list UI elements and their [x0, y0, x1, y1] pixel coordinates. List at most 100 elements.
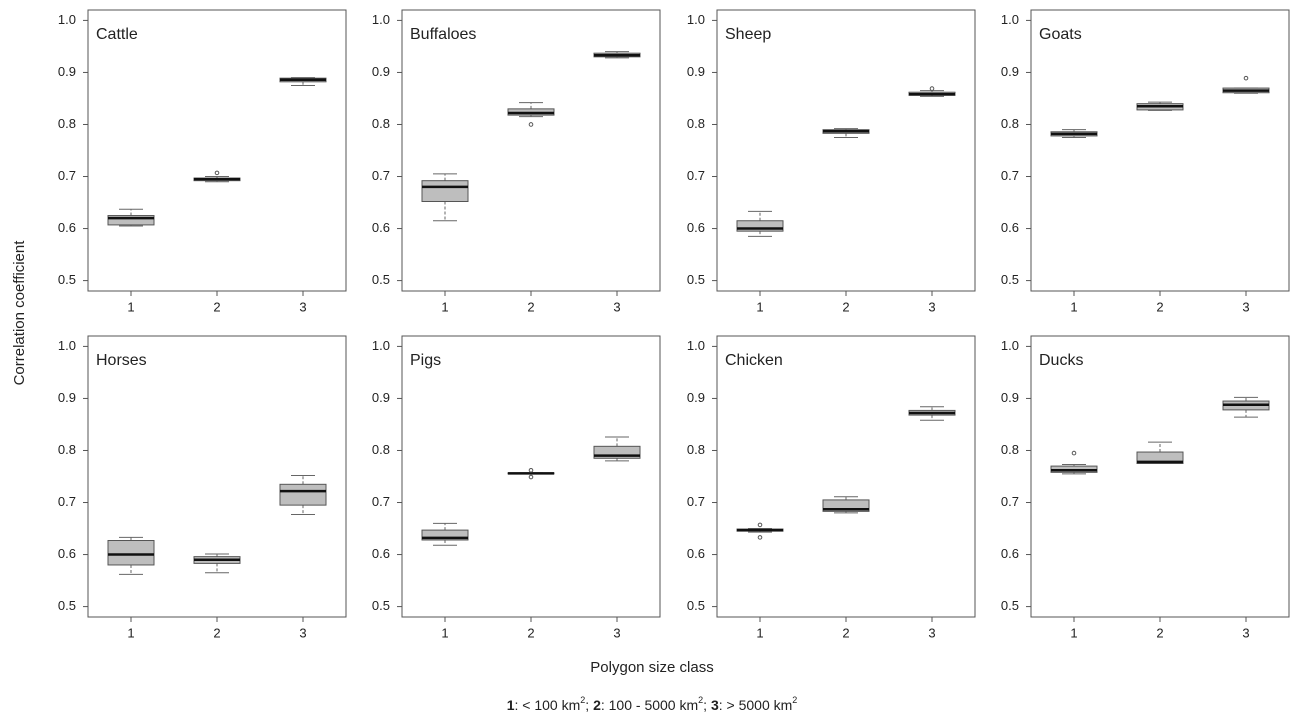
y-tick-label: 0.6	[1001, 220, 1019, 235]
outlier	[528, 467, 534, 473]
y-tick-label: 0.5	[372, 598, 390, 613]
y-tick-label: 0.8	[1001, 442, 1019, 457]
y-tick-label: 0.6	[372, 220, 390, 235]
panel-frame	[87, 335, 347, 618]
panel-frame	[401, 335, 661, 618]
panel-title: Ducks	[1039, 352, 1083, 369]
outlier	[528, 474, 534, 480]
x-tick-label: 1	[441, 299, 448, 314]
y-tick-label: 0.9	[687, 64, 705, 79]
y-tick-label: 0.8	[372, 116, 390, 131]
y-tick-label: 0.9	[687, 390, 705, 405]
footnote-sup: 2	[698, 695, 703, 705]
panel-frame	[87, 9, 347, 292]
y-tick-label: 0.7	[58, 168, 76, 183]
y-tick-label: 0.7	[58, 494, 76, 509]
y-tick-label: 0.6	[372, 546, 390, 561]
box	[822, 499, 870, 512]
box	[593, 445, 641, 459]
y-tick-label: 0.5	[58, 272, 76, 287]
outlier	[528, 122, 534, 127]
y-tick-label: 0.7	[372, 494, 390, 509]
footnote-text: : 100 - 5000 km	[601, 697, 698, 713]
panel-title: Chicken	[725, 352, 783, 369]
y-tick-label: 1.0	[687, 338, 705, 353]
y-tick-label: 0.7	[1001, 494, 1019, 509]
panel-frame	[1030, 9, 1290, 292]
y-tick-label: 0.9	[1001, 390, 1019, 405]
y-tick-label: 0.8	[687, 116, 705, 131]
footnote-key: 1	[507, 697, 515, 713]
y-tick-label: 0.6	[58, 546, 76, 561]
y-tick-label: 0.5	[687, 598, 705, 613]
outlier	[929, 86, 935, 91]
panel-title: Sheep	[725, 26, 771, 43]
panel-frame	[1030, 335, 1290, 618]
y-tick-label: 1.0	[1001, 12, 1019, 27]
x-tick-label: 2	[527, 299, 534, 314]
panel-title: Horses	[96, 352, 147, 369]
outlier	[757, 535, 763, 540]
box	[421, 180, 469, 202]
y-tick-label: 0.7	[1001, 168, 1019, 183]
y-tick-label: 1.0	[372, 12, 390, 27]
x-tick-label: 1	[1070, 299, 1077, 314]
y-tick-label: 0.9	[372, 390, 390, 405]
outlier	[1071, 450, 1077, 456]
y-tick-label: 0.7	[687, 494, 705, 509]
y-tick-label: 0.5	[1001, 272, 1019, 287]
x-tick-label: 3	[299, 625, 306, 640]
y-tick-label: 0.5	[687, 272, 705, 287]
x-tick-label: 1	[1070, 625, 1077, 640]
y-tick-label: 0.8	[372, 442, 390, 457]
box	[279, 483, 327, 506]
box	[107, 215, 155, 226]
y-tick-label: 0.5	[58, 598, 76, 613]
y-tick-label: 0.9	[372, 64, 390, 79]
footnote-sep: ;	[703, 697, 711, 713]
x-tick-label: 2	[842, 299, 849, 314]
y-axis-label: Correlation coefficient	[11, 240, 28, 386]
footnote-text: : > 5000 km	[719, 697, 793, 713]
y-tick-label: 0.8	[58, 442, 76, 457]
y-tick-label: 0.8	[687, 442, 705, 457]
x-tick-label: 2	[1156, 625, 1163, 640]
y-tick-label: 0.8	[58, 116, 76, 131]
y-tick-label: 0.9	[58, 64, 76, 79]
y-tick-label: 0.6	[687, 220, 705, 235]
panel-title: Cattle	[96, 26, 138, 43]
x-tick-label: 3	[1242, 625, 1249, 640]
box	[736, 220, 784, 232]
x-tick-label: 3	[613, 299, 620, 314]
y-tick-label: 0.5	[372, 272, 390, 287]
y-tick-label: 0.6	[1001, 546, 1019, 561]
y-tick-label: 0.5	[1001, 598, 1019, 613]
footnote-text: : < 100 km	[515, 697, 581, 713]
footnote-key: 2	[593, 697, 601, 713]
y-tick-label: 1.0	[58, 12, 76, 27]
x-tick-label: 1	[756, 625, 763, 640]
panel-frame	[716, 335, 976, 618]
box	[107, 540, 155, 566]
y-tick-label: 1.0	[58, 338, 76, 353]
panel-title: Buffaloes	[410, 26, 476, 43]
x-tick-label: 3	[928, 625, 935, 640]
panel-title: Goats	[1039, 26, 1082, 43]
y-tick-label: 0.6	[687, 546, 705, 561]
x-tick-label: 1	[127, 299, 134, 314]
y-tick-label: 1.0	[372, 338, 390, 353]
y-tick-label: 0.8	[1001, 116, 1019, 131]
y-tick-label: 0.9	[58, 390, 76, 405]
box	[1136, 451, 1184, 464]
x-tick-label: 1	[441, 625, 448, 640]
x-tick-label: 3	[299, 299, 306, 314]
x-tick-label: 3	[1242, 299, 1249, 314]
footnote-sep: ;	[585, 697, 593, 713]
outlier	[757, 522, 763, 528]
panel-title: Pigs	[410, 352, 441, 369]
x-tick-label: 2	[1156, 299, 1163, 314]
x-tick-label: 3	[928, 299, 935, 314]
x-tick-label: 3	[613, 625, 620, 640]
footnote-sup: 2	[792, 695, 797, 705]
